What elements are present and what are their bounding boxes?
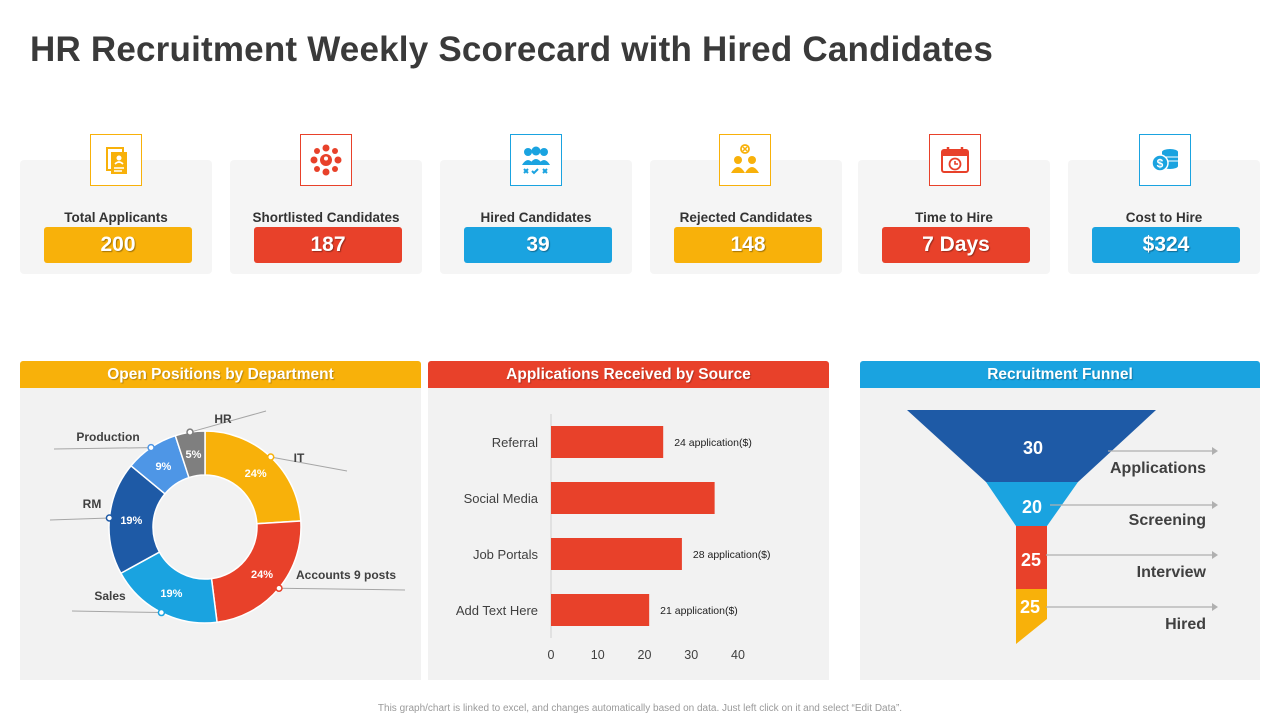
bar-category-label: Job Portals [473,547,539,562]
leader-line [71,610,162,614]
funnel-stage-value: 30 [1023,438,1043,458]
slice-value-label: 5% [185,449,201,461]
funnel-stage-value: 25 [1020,597,1040,617]
funnel-stage-label: Hired [1165,616,1206,633]
funnel-stage-label: Applications [1110,460,1206,477]
page-title: HR Recruitment Weekly Scorecard with Hir… [30,30,993,69]
kpi-value: 7 Days [882,227,1030,263]
recruitment-funnel-chart: 30 Applications 20 Screening 25 Interview 25 Hi… [907,410,1218,644]
coins-icon: $ [1139,134,1191,186]
team-check-icon [510,134,562,186]
funnel-stage-label: Interview [1137,564,1207,581]
rejected-people-icon [719,134,771,186]
x-tick-label: 10 [591,648,605,662]
bar-data-label: 21 application($) [660,605,738,617]
slice-value-label: 19% [160,588,182,600]
leader-dot [186,428,194,436]
applicant-document-icon [90,134,142,186]
slice-category-label: Sales [94,589,126,603]
sources-panel: Referral 24 application($) Social Media Job… [428,388,829,680]
funnel-stage-screening [986,482,1078,526]
slice-value-label: 9% [155,461,171,473]
bar [551,594,650,626]
slice-category-label: RM [83,497,102,511]
panel-header-funnel: Recruitment Funnel [860,361,1260,388]
kpi-value: 39 [464,227,612,263]
network-people-icon [300,134,352,186]
leader-line [270,456,348,472]
donut-slice [174,430,206,479]
arrow-head-icon [1212,551,1218,559]
funnel-stage-interview [1016,526,1047,589]
arrow-head-icon [1212,501,1218,509]
kpi-label: Total Applicants [64,210,168,225]
bar-data-label: 24 application($) [674,437,752,449]
leader-dot [105,514,114,522]
kpi-label: Rejected Candidates [679,210,813,225]
slice-value-label: 24% [245,468,267,480]
leader-line [278,587,406,591]
leader-dot [275,584,283,592]
bar-category-label: Add Text Here [456,603,538,618]
source-bar-chart: Referral 24 application($) Social Media Job… [456,414,771,662]
slice-category-label: IT [294,451,305,465]
kpi-value: 148 [674,227,822,263]
kpi-value: 187 [254,227,402,263]
svg-text:$: $ [1157,157,1164,171]
funnel-stage-label: Screening [1129,512,1206,529]
kpi-label: Shortlisted Candidates [252,210,400,225]
slice-category-label: Accounts 9 posts [296,568,396,582]
leader-dot [157,608,166,617]
x-tick-label: 0 [548,648,555,662]
kpi-label: Time to Hire [915,210,993,225]
slice-value-label: 19% [120,515,142,527]
kpi-label: Cost to Hire [1125,210,1203,225]
funnel-panel: 30 Applications 20 Screening 25 Interview 25 Hi… [860,388,1260,680]
kpi-value: 200 [44,227,192,263]
leader-line [49,517,110,521]
kpi-value: $324 [1092,227,1240,263]
funnel-stage-hired [1016,589,1047,644]
department-donut-chart: 24% IT 24% Accounts 9 posts 19% Sales 19% RM 9% P… [49,410,406,624]
leader-line [53,447,152,450]
arrow-head-icon [1212,447,1218,455]
kpi-label: Hired Candidates [480,210,592,225]
slice-value-label: 24% [251,569,273,581]
x-tick-label: 20 [638,648,652,662]
bar [551,538,682,570]
bar [551,426,664,458]
bar-category-label: Social Media [464,491,539,506]
funnel-stage-value: 20 [1022,497,1042,517]
leader-dot [147,443,155,452]
footnote: This graph/chart is linked to excel, and… [377,703,903,714]
bar [551,482,715,514]
bar-data-label: 28 application($) [693,549,771,561]
calendar-clock-icon [929,134,981,186]
x-tick-label: 30 [684,648,698,662]
bar-category-label: Referral [492,435,538,450]
leader-dot [266,453,275,461]
panel-header-sources: Applications Received by Source [428,361,829,388]
slice-category-label: HR [214,412,232,426]
funnel-stage-value: 25 [1021,550,1041,570]
arrow-head-icon [1212,603,1218,611]
kpi-card-rejected-candidates: Rejected Candidates 148 [650,160,842,274]
departments-panel: 24% IT 24% Accounts 9 posts 19% Sales 19% RM 9% P… [20,388,421,680]
panel-header-departments: Open Positions by Department [20,361,421,388]
slice-category-label: Production [76,430,139,444]
funnel-stage-applications [907,410,1156,482]
x-tick-label: 40 [731,648,745,662]
leader-line [189,410,267,433]
